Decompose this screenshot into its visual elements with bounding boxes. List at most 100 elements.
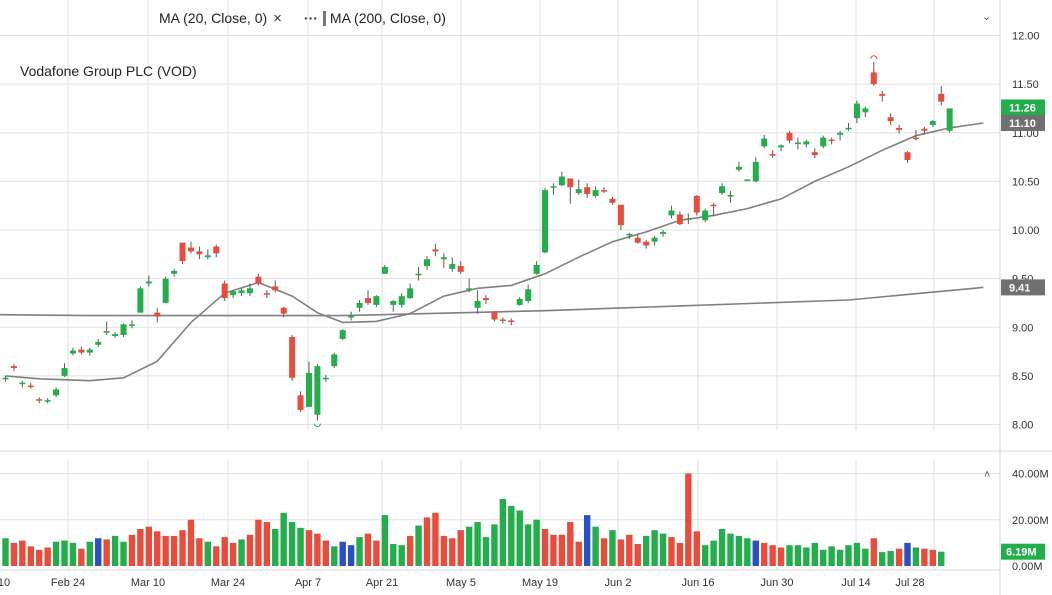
candle-body: [626, 233, 633, 236]
volume-tick-label: 20.00M: [1012, 515, 1049, 527]
candle: [154, 307, 161, 323]
volume-bar: [474, 522, 481, 566]
candle: [36, 397, 43, 404]
volume-bar: [322, 540, 330, 566]
candle-body: [187, 247, 194, 252]
candle: [719, 183, 726, 195]
last-value-text: 11.10: [1009, 118, 1036, 130]
volume-tick-label: 0.00M: [1012, 561, 1043, 573]
volume-bar: [516, 510, 523, 566]
candle-body: [862, 108, 869, 113]
candle-body: [769, 154, 776, 156]
more-options-icon[interactable]: ···: [303, 10, 318, 26]
candle: [53, 387, 60, 398]
candle: [643, 239, 650, 249]
ma200-line: [0, 286, 984, 317]
price-tick-label: 8.50: [1012, 371, 1033, 383]
candle: [272, 280, 279, 293]
candle-body: [381, 266, 388, 274]
volume-bar: [52, 541, 60, 566]
candle: [179, 242, 186, 265]
volume-bar: [626, 534, 633, 566]
candle: [280, 306, 287, 318]
candle: [331, 352, 338, 369]
candle-body: [53, 389, 60, 396]
candle-body: [230, 291, 237, 296]
volume-bar: [828, 546, 835, 566]
date-axis: 10 Feb 24 Mar 10 Mar 24 Apr 7 Apr 21 May 5 May …: [0, 577, 925, 589]
candle: [440, 253, 447, 268]
candle: [735, 161, 742, 172]
candle: [424, 256, 430, 270]
candle-body: [179, 242, 186, 262]
ma20-legend-label[interactable]: MA (20, Close, 0): [159, 10, 268, 26]
volume-bar: [27, 546, 34, 566]
volume-bar: [179, 530, 186, 566]
candle: [483, 295, 490, 304]
volume-bar: [255, 519, 262, 566]
candle: [550, 183, 557, 195]
candle: [761, 134, 768, 149]
candle-body: [946, 108, 953, 131]
volume-bar: [744, 538, 751, 566]
candle: [120, 323, 127, 337]
candle: [103, 321, 110, 336]
candle-body: [255, 276, 262, 284]
candle-body: [752, 161, 759, 182]
ma200-swatch: [322, 10, 326, 26]
volume-bar: [499, 498, 507, 566]
last-value-text: 11.26: [1009, 102, 1036, 114]
ma200-legend-label[interactable]: MA (200, Close, 0): [329, 10, 446, 26]
volume-bar: [659, 533, 667, 566]
candle-body: [339, 330, 346, 339]
collapse-volume-icon[interactable]: ˄: [984, 469, 990, 481]
candle: [95, 338, 102, 347]
candle-body: [896, 127, 903, 130]
candle-body: [828, 139, 835, 142]
candle-body: [137, 288, 144, 313]
candle: [27, 382, 34, 389]
candle: [702, 208, 709, 223]
candle-body: [811, 152, 818, 156]
candle: [187, 241, 194, 254]
volume-bar: [938, 551, 945, 566]
candle-body: [735, 166, 742, 170]
candle-body: [651, 237, 658, 242]
volume-bar: [78, 548, 85, 566]
volume-bar: [550, 534, 557, 566]
candle: [474, 290, 481, 314]
volume-bar: [154, 531, 161, 566]
candle: [634, 234, 641, 244]
candle-body: [69, 350, 76, 354]
volume-bar: [727, 533, 734, 566]
candle: [676, 211, 683, 226]
candle: [86, 347, 93, 356]
candle: [853, 100, 860, 124]
price-tick-label: 12.00: [1012, 31, 1040, 43]
candle-body: [103, 331, 110, 333]
candle-body: [912, 137, 919, 140]
candle-body: [921, 128, 928, 131]
date-tick-label: Jun 2: [605, 577, 632, 589]
candle: [904, 151, 911, 163]
close-icon[interactable]: ×: [273, 9, 282, 27]
volume-bar: [786, 545, 793, 566]
last-value-box: 11.10: [1001, 115, 1045, 132]
candle: [609, 196, 616, 205]
candle: [533, 261, 540, 275]
candle: [769, 150, 776, 159]
candle-body: [128, 324, 135, 326]
candle: [44, 398, 51, 404]
candle: [575, 179, 582, 195]
candle-body: [879, 93, 886, 96]
candle-body: [424, 259, 430, 266]
candle: [221, 280, 228, 301]
candle-body: [668, 210, 675, 216]
chevron-down-icon[interactable]: ⌄: [982, 11, 992, 23]
volume-bar: [238, 539, 245, 566]
candle-body: [263, 293, 270, 295]
price-tick-label: 10.50: [1012, 176, 1040, 188]
candle: [213, 244, 220, 258]
volume-bar: [145, 526, 153, 566]
